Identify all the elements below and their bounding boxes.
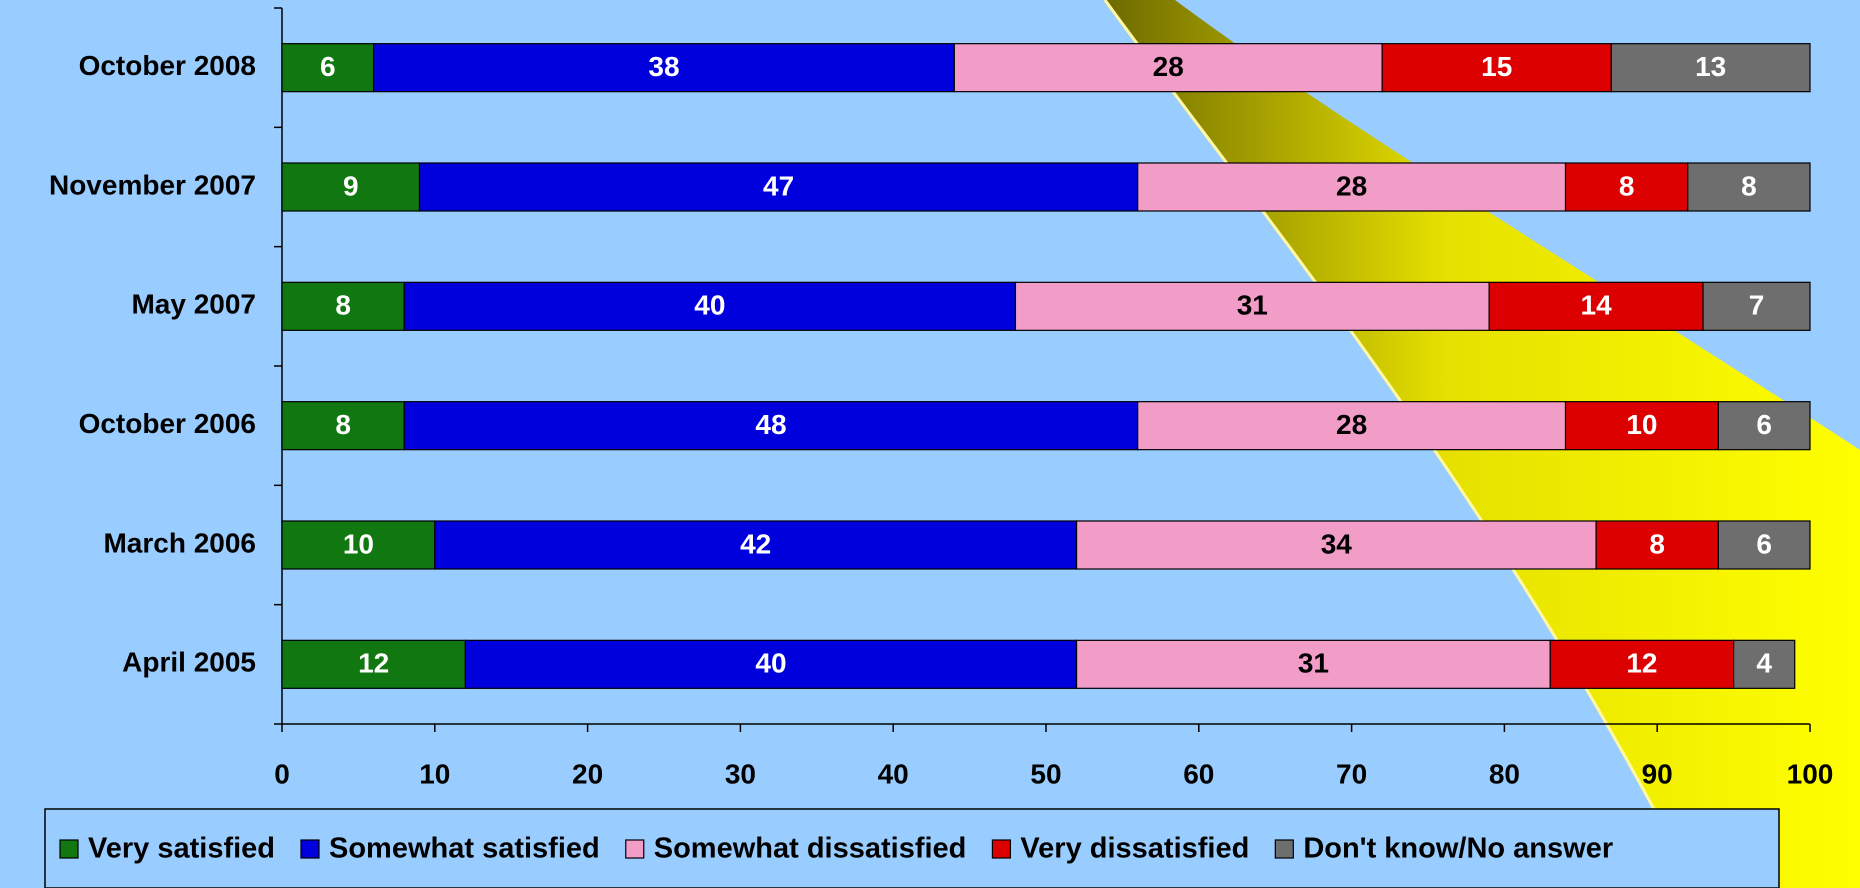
data-label: 38 bbox=[648, 51, 679, 82]
data-label: 48 bbox=[755, 409, 786, 440]
data-label: 31 bbox=[1237, 290, 1268, 321]
data-label: 15 bbox=[1481, 51, 1512, 82]
bar-segment bbox=[281, 281, 405, 331]
legend-swatch bbox=[625, 839, 645, 859]
bar-segment bbox=[1610, 43, 1811, 93]
data-label: 31 bbox=[1298, 648, 1329, 679]
legend-swatch bbox=[991, 839, 1012, 859]
bar-segment bbox=[1075, 520, 1597, 570]
bar-segment bbox=[281, 162, 421, 212]
category-label: November 2007 bbox=[49, 169, 256, 200]
data-label: 8 bbox=[1619, 170, 1635, 201]
data-label: 10 bbox=[1626, 409, 1657, 440]
data-label: 34 bbox=[1321, 528, 1353, 559]
data-label: 4 bbox=[1756, 648, 1772, 679]
legend-label: Somewhat satisfied bbox=[329, 833, 600, 865]
bar-segment bbox=[281, 639, 466, 689]
data-label: 42 bbox=[740, 528, 771, 559]
x-tick-label: 0 bbox=[274, 758, 290, 789]
bar-segment bbox=[1488, 281, 1704, 331]
data-label: 9 bbox=[343, 170, 359, 201]
legend-label: Somewhat dissatisfied bbox=[654, 833, 967, 865]
data-label: 13 bbox=[1695, 51, 1726, 82]
data-label: 40 bbox=[694, 290, 725, 321]
category-label: March 2006 bbox=[103, 527, 256, 558]
category-label: April 2005 bbox=[122, 647, 256, 678]
legend-label: Very satisfied bbox=[88, 833, 275, 865]
legend-label: Don't know/No answer bbox=[1303, 833, 1613, 865]
data-label: 8 bbox=[1741, 170, 1757, 201]
data-label: 47 bbox=[763, 170, 794, 201]
data-label: 10 bbox=[343, 528, 374, 559]
legend-box bbox=[44, 808, 1780, 888]
legend-swatch bbox=[1274, 839, 1294, 859]
bar-segment bbox=[1717, 401, 1811, 451]
bar-segment bbox=[1732, 639, 1796, 689]
bar-segment bbox=[1014, 281, 1490, 331]
bar-segment bbox=[1137, 401, 1567, 451]
legend-swatch bbox=[300, 839, 320, 859]
data-label: 14 bbox=[1581, 290, 1613, 321]
bar-segment bbox=[1381, 43, 1612, 93]
data-label: 28 bbox=[1336, 170, 1367, 201]
data-label: 8 bbox=[335, 409, 351, 440]
x-tick-label: 40 bbox=[878, 758, 909, 789]
data-label: 12 bbox=[358, 648, 389, 679]
bar-segment bbox=[1595, 520, 1719, 570]
data-label: 7 bbox=[1749, 290, 1765, 321]
x-tick-label: 30 bbox=[725, 758, 756, 789]
data-label: 8 bbox=[335, 290, 351, 321]
data-label: 6 bbox=[1756, 528, 1772, 559]
bar-segment bbox=[1687, 162, 1811, 212]
x-tick-label: 20 bbox=[572, 758, 603, 789]
x-tick-label: 60 bbox=[1183, 758, 1214, 789]
data-label: 28 bbox=[1336, 409, 1367, 440]
category-label: October 2008 bbox=[79, 50, 256, 81]
bar-segment bbox=[434, 520, 1078, 570]
bar-segment bbox=[1702, 281, 1811, 331]
bar-segment bbox=[373, 43, 955, 93]
bar-segment bbox=[953, 43, 1383, 93]
data-label: 28 bbox=[1153, 51, 1184, 82]
category-label: May 2007 bbox=[131, 289, 256, 320]
bar-segment bbox=[464, 639, 1078, 689]
data-label: 12 bbox=[1626, 648, 1657, 679]
legend: Very satisfied Somewhat satisfied Somewhat… bbox=[59, 833, 1613, 865]
legend-swatch bbox=[59, 839, 79, 859]
bar-segment bbox=[403, 281, 1017, 331]
x-tick-label: 50 bbox=[1030, 758, 1061, 789]
x-tick-label: 80 bbox=[1489, 758, 1520, 789]
x-tick-label: 70 bbox=[1336, 758, 1367, 789]
x-tick-label: 90 bbox=[1642, 758, 1673, 789]
data-label: 6 bbox=[320, 51, 336, 82]
category-label: October 2006 bbox=[79, 408, 256, 439]
data-label: 8 bbox=[1649, 528, 1665, 559]
bar-segment bbox=[403, 401, 1139, 451]
bar-segment bbox=[1564, 401, 1719, 451]
bar-segment bbox=[1717, 520, 1811, 570]
plot-area: 0 10 20 30 40 50 60 70 80 90 100 October 2008 6 38 28 1… bbox=[49, 7, 1834, 789]
x-tick-label: 100 bbox=[1787, 758, 1834, 789]
bar-segment bbox=[281, 401, 405, 451]
data-label: 40 bbox=[755, 648, 786, 679]
bar-segment bbox=[281, 520, 436, 570]
x-tick-label: 10 bbox=[419, 758, 450, 789]
data-label: 6 bbox=[1756, 409, 1772, 440]
legend-label: Very dissatisfied bbox=[1020, 833, 1249, 865]
